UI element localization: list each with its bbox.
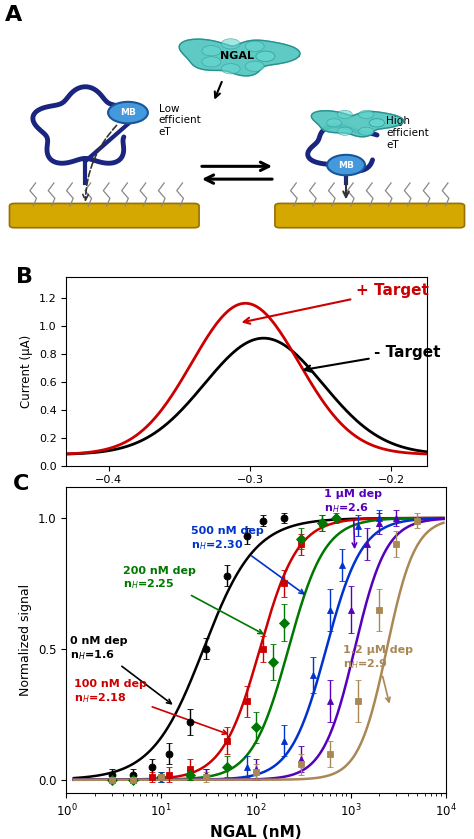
FancyBboxPatch shape	[9, 203, 199, 227]
Text: MB: MB	[120, 108, 136, 117]
Text: Low
efficient
eT: Low efficient eT	[159, 104, 201, 137]
Text: 0 nM dep
n$_H$=1.6: 0 nM dep n$_H$=1.6	[70, 636, 171, 704]
Text: 1.2 μM dep
n$_H$=2.9: 1.2 μM dep n$_H$=2.9	[343, 645, 413, 702]
Text: 200 nM dep
n$_H$=2.25: 200 nM dep n$_H$=2.25	[123, 565, 263, 633]
Text: - Target: - Target	[304, 345, 441, 372]
Circle shape	[358, 128, 374, 135]
Text: NGAL: NGAL	[220, 51, 254, 61]
Circle shape	[221, 64, 240, 74]
Text: 1 μM dep
n$_H$=2.6: 1 μM dep n$_H$=2.6	[324, 489, 382, 547]
Text: + Target: + Target	[244, 283, 429, 324]
Circle shape	[327, 119, 342, 127]
Text: MB: MB	[338, 160, 354, 169]
Circle shape	[202, 57, 221, 67]
Text: A: A	[5, 5, 22, 25]
FancyBboxPatch shape	[275, 203, 465, 227]
Text: B: B	[16, 268, 33, 288]
Circle shape	[369, 119, 384, 127]
Circle shape	[369, 119, 384, 127]
Circle shape	[202, 45, 221, 56]
Circle shape	[327, 155, 365, 175]
Circle shape	[245, 41, 264, 51]
Circle shape	[256, 51, 275, 61]
Circle shape	[245, 61, 264, 71]
X-axis label: Potential (V vs. Ag/AgCl): Potential (V vs. Ag/AgCl)	[174, 491, 319, 504]
Polygon shape	[311, 111, 403, 137]
Polygon shape	[179, 39, 300, 76]
Circle shape	[108, 102, 148, 123]
Text: 100 nM dep
n$_H$=2.18: 100 nM dep n$_H$=2.18	[74, 679, 227, 734]
Text: C: C	[13, 474, 30, 494]
Text: 500 nM dep
n$_H$=2.30: 500 nM dep n$_H$=2.30	[191, 526, 304, 594]
Circle shape	[256, 51, 275, 61]
Circle shape	[337, 110, 353, 118]
Circle shape	[337, 128, 353, 135]
Y-axis label: Current (μA): Current (μA)	[20, 335, 33, 408]
Circle shape	[221, 39, 240, 49]
Text: High
efficient
eT: High efficient eT	[386, 117, 429, 149]
Circle shape	[358, 110, 374, 118]
Y-axis label: Normalized signal: Normalized signal	[19, 584, 32, 696]
X-axis label: NGAL (nM): NGAL (nM)	[210, 825, 302, 839]
